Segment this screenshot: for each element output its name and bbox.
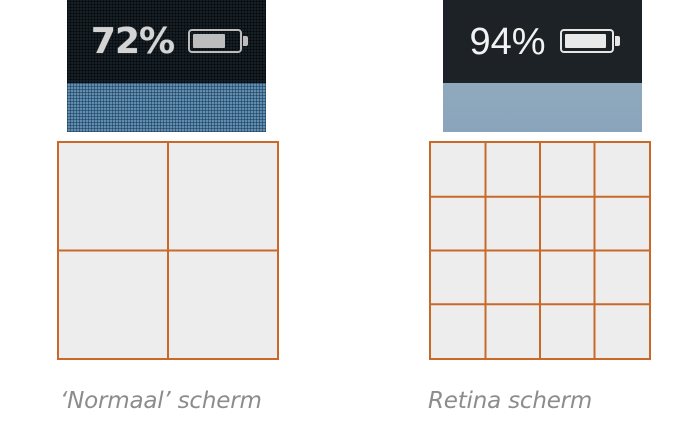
normal-pixel-grid: [57, 141, 279, 360]
retina-screen-caption: Retina scherm: [428, 388, 593, 414]
normal-screen-caption: ‘Normaal’ scherm: [60, 388, 262, 414]
normal-battery-percent: 72%: [90, 20, 175, 62]
normal-screen-photo: 72%: [67, 0, 266, 132]
retina-battery-fill: [564, 33, 606, 48]
battery-icon: [559, 28, 620, 55]
normal-screen-background: [67, 83, 266, 132]
retina-pixel-grid: [429, 141, 651, 360]
normal-status-bar: 72%: [67, 0, 266, 83]
normal-battery-fill: [193, 33, 225, 48]
battery-icon: [188, 28, 249, 55]
retina-status-bar: 94%: [443, 0, 642, 83]
retina-battery-percent: 94%: [469, 20, 546, 63]
retina-screen-background: [443, 83, 642, 132]
retina-screen-photo: 94%: [443, 0, 642, 132]
